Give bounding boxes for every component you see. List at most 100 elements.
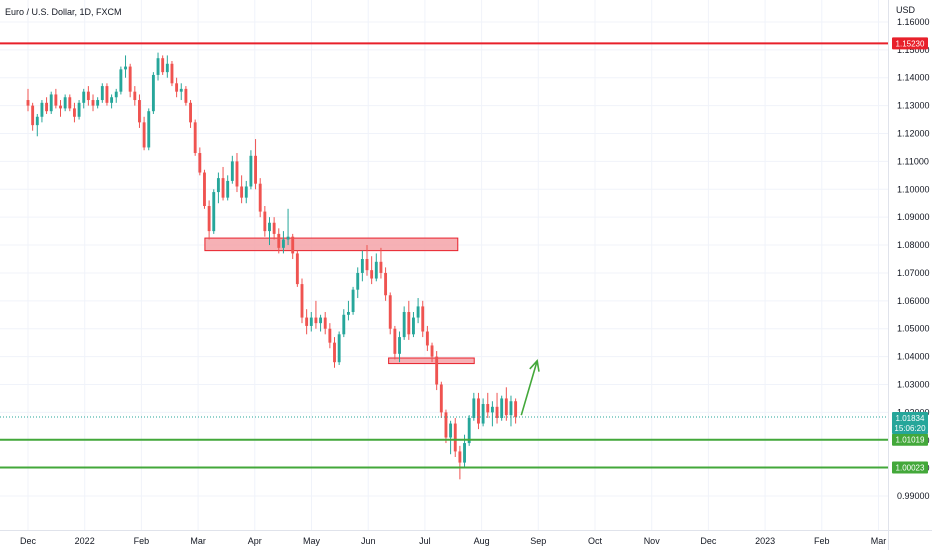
candle-body: [82, 91, 86, 103]
candle: [114, 88, 118, 103]
candle-body: [100, 86, 104, 101]
candle: [435, 351, 439, 391]
candle: [477, 392, 480, 430]
candle: [170, 60, 174, 87]
candle: [54, 88, 58, 109]
candle: [138, 94, 141, 128]
candles: [26, 52, 518, 480]
candle: [198, 147, 202, 176]
price-tick-label: 1.16000: [897, 17, 930, 27]
candle: [142, 116, 146, 151]
grid-vertical: [27, 0, 879, 530]
candle: [40, 100, 44, 123]
resistance-zone-2[interactable]: [388, 357, 475, 365]
candle-body: [346, 311, 350, 315]
candle: [45, 97, 49, 114]
time-tick-label: Sep: [530, 536, 546, 546]
candle-body: [430, 345, 434, 357]
candle: [351, 286, 355, 315]
candle: [110, 94, 114, 109]
time-tick-label: Mar: [190, 536, 206, 546]
candle-body: [49, 94, 53, 112]
candle: [179, 83, 183, 101]
candle: [407, 300, 411, 340]
candle: [165, 55, 169, 78]
candle-body: [402, 311, 406, 338]
candle: [393, 325, 397, 360]
candle-body: [156, 58, 160, 75]
candle-body: [504, 398, 508, 416]
candle: [453, 417, 457, 458]
candle: [370, 256, 374, 285]
candle-body: [421, 306, 425, 332]
candle: [486, 392, 490, 418]
candle: [360, 250, 364, 282]
candle-body: [356, 272, 360, 290]
candle-body: [514, 401, 518, 418]
candle-body: [68, 97, 72, 109]
candle: [119, 66, 123, 95]
candle-body: [175, 83, 179, 92]
candle-body: [249, 155, 253, 187]
candle: [333, 337, 336, 368]
candle: [156, 52, 160, 81]
candle: [305, 309, 309, 335]
time-tick-label: Dec: [20, 536, 37, 546]
projection-arrow[interactable]: [520, 360, 538, 416]
candle-body: [500, 398, 504, 418]
candle-body: [40, 102, 44, 117]
candle: [212, 189, 216, 234]
candle: [105, 83, 109, 106]
candle-body: [342, 314, 346, 335]
price-tick-label: 1.15000: [897, 45, 930, 55]
candle: [175, 77, 179, 98]
candle: [421, 300, 425, 338]
candle-body: [393, 328, 397, 354]
candle-body: [133, 91, 137, 101]
candle-body: [379, 261, 383, 273]
candle-body: [151, 74, 155, 112]
candle: [203, 169, 206, 209]
candle-body: [463, 443, 466, 463]
time-tick-label: May: [303, 536, 321, 546]
time-tick-label: Oct: [588, 536, 603, 546]
candle: [147, 108, 151, 151]
candle: [193, 119, 197, 156]
candle: [504, 387, 508, 421]
candle-body: [291, 236, 295, 254]
candle-body: [235, 161, 239, 187]
price-tick-label: 0.99000: [897, 491, 930, 501]
candle: [309, 311, 313, 332]
candle: [319, 314, 323, 332]
candle: [258, 178, 262, 218]
candle: [226, 175, 230, 201]
candle-body: [110, 97, 114, 103]
price-tick-label: 1.03000: [897, 380, 930, 390]
candle: [161, 55, 165, 75]
candle-body: [337, 334, 341, 363]
candle: [346, 300, 350, 321]
candle-body: [351, 289, 355, 312]
candle-body: [323, 317, 327, 329]
candle: [221, 166, 225, 201]
candle: [240, 175, 244, 204]
candle-body: [309, 317, 313, 326]
candle-body: [453, 423, 457, 452]
candle-body: [398, 337, 401, 354]
price-tag-label: 1.15230: [896, 39, 925, 48]
candle: [59, 100, 62, 117]
time-tick-label: Jul: [419, 536, 431, 546]
candle: [272, 217, 276, 240]
price-tick-label: 1.11000: [897, 156, 929, 166]
resistance-zone-1[interactable]: [204, 237, 459, 252]
candle-body: [203, 172, 206, 207]
candle: [77, 100, 81, 120]
candle-body: [189, 102, 192, 123]
candle: [286, 208, 290, 246]
candle: [295, 250, 299, 287]
candle-body: [254, 155, 257, 184]
candle-body: [221, 178, 225, 198]
